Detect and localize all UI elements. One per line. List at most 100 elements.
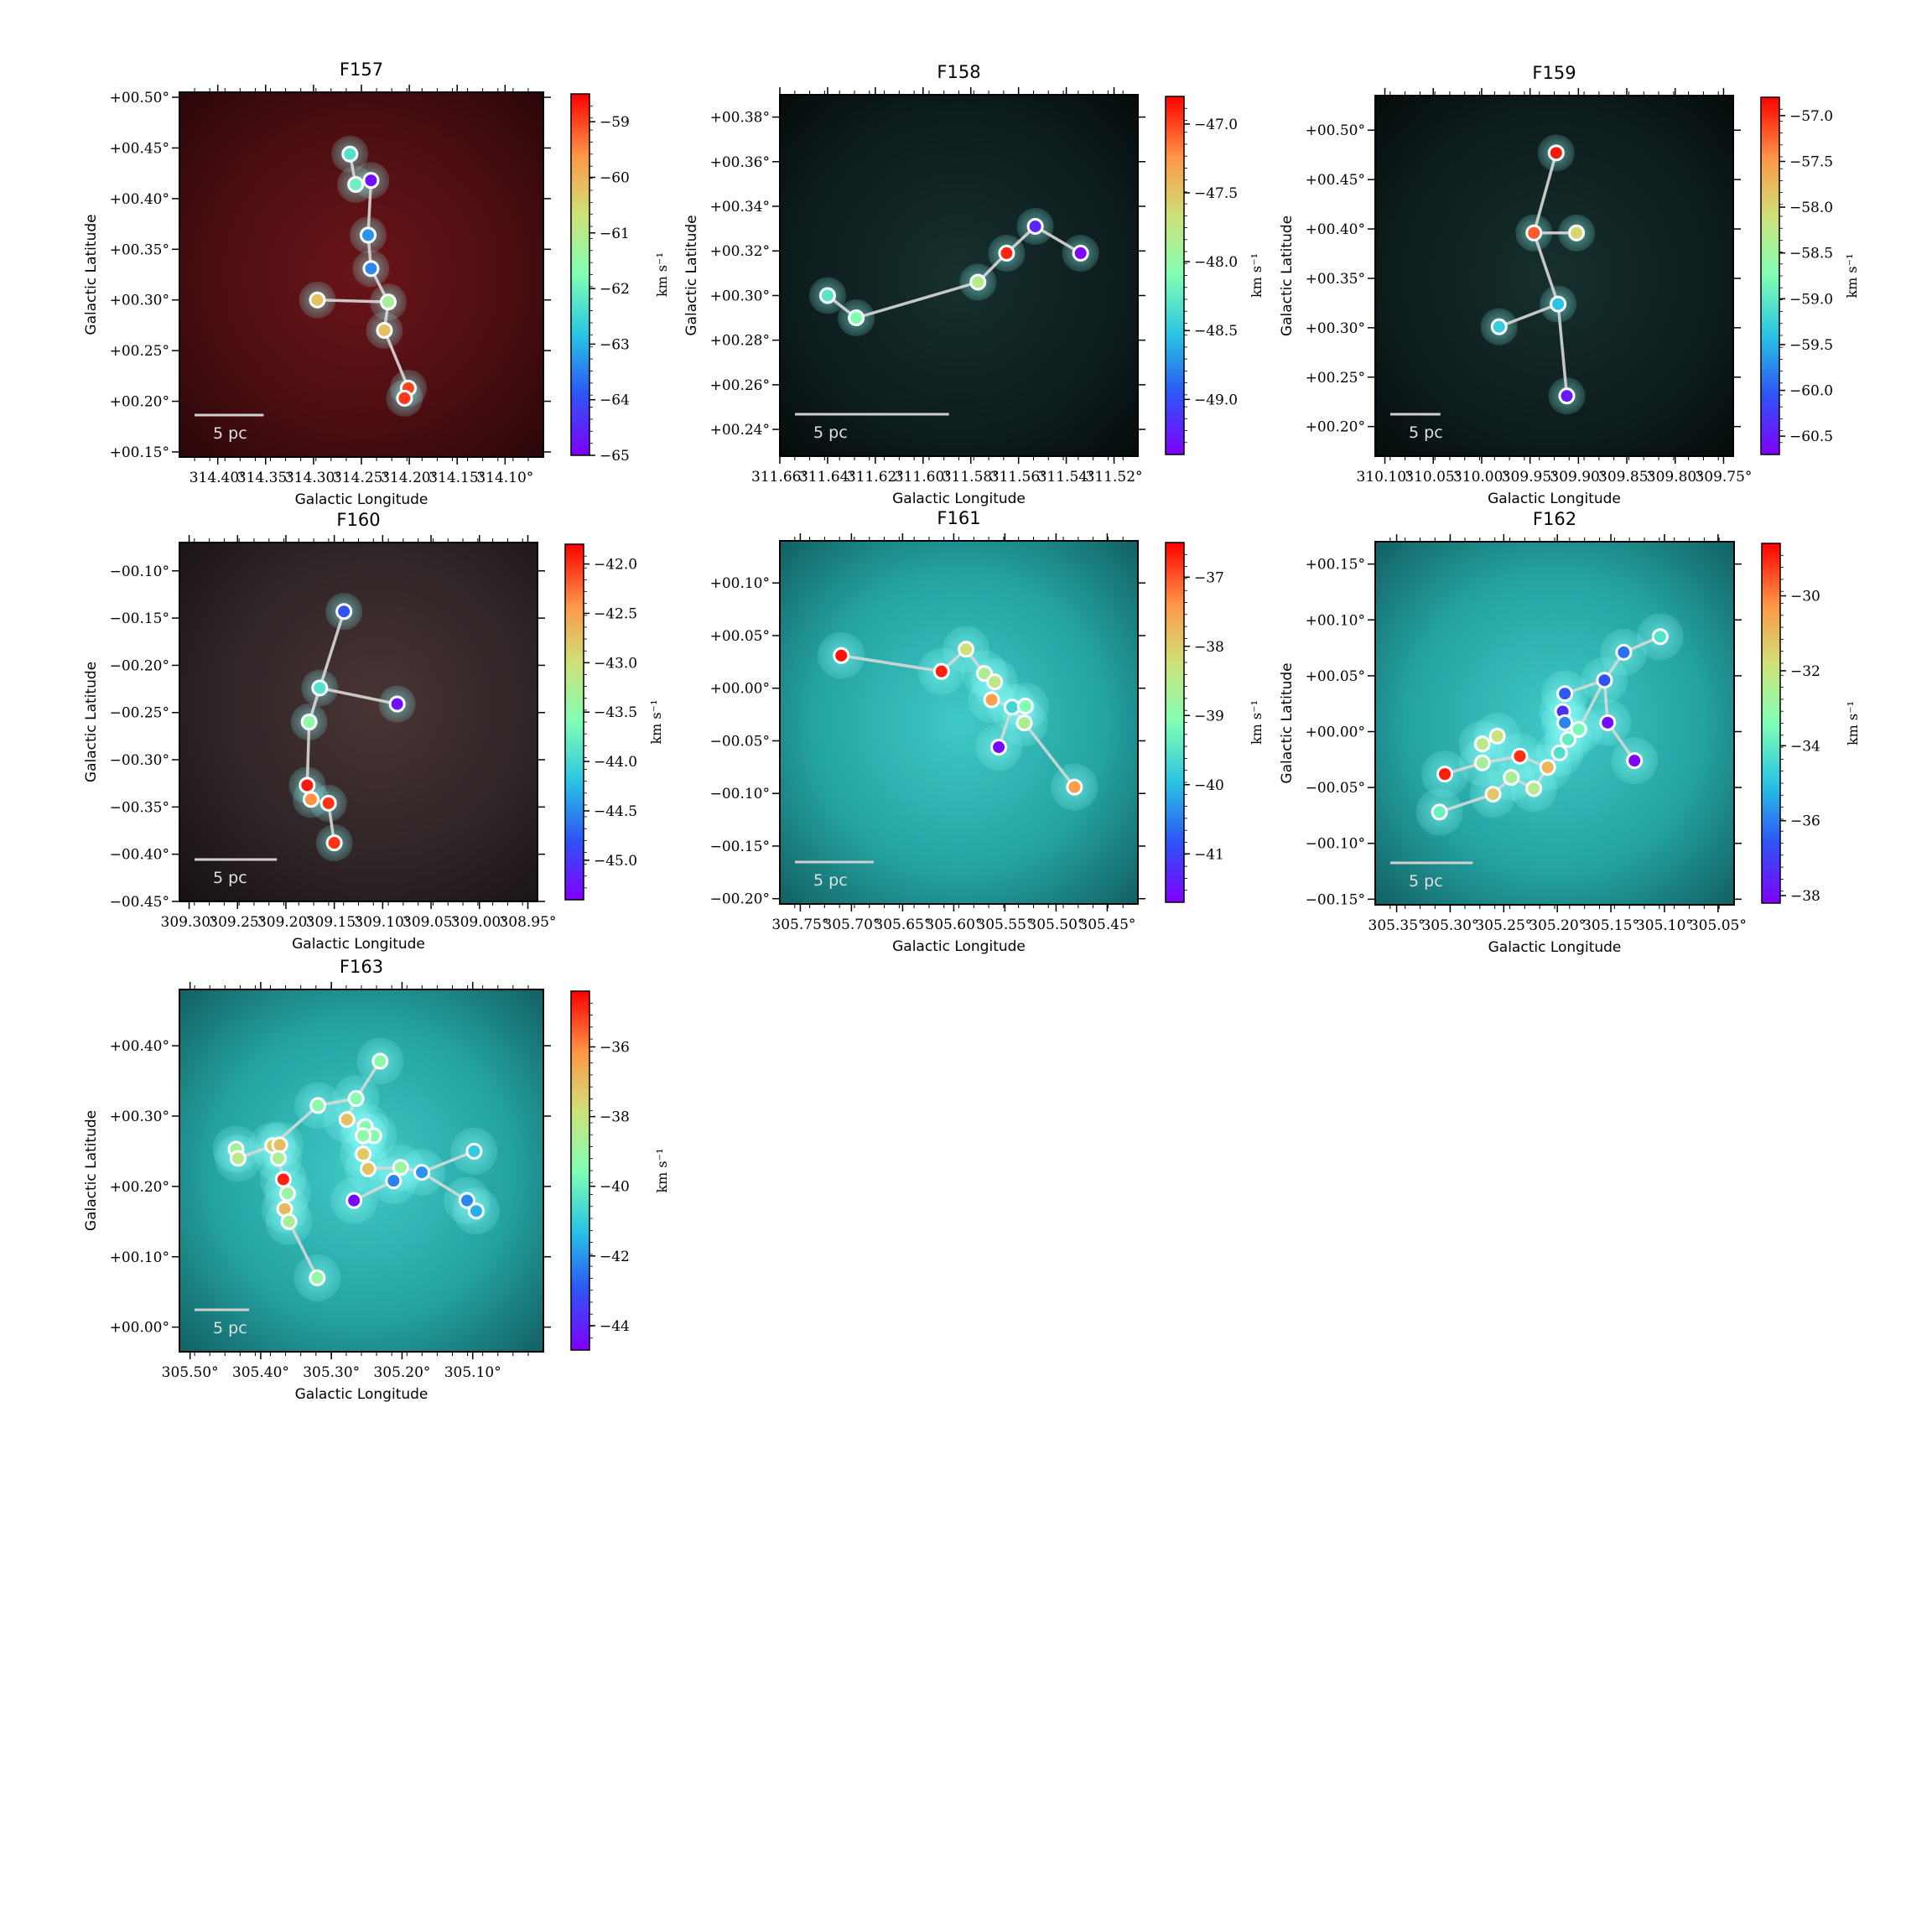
scale-bar-label: 5 pc xyxy=(213,424,247,443)
node-point xyxy=(1570,720,1587,738)
x-tick-label: 309.95° xyxy=(1502,469,1559,486)
colorbar xyxy=(1165,96,1185,455)
scale-bar-label: 5 pc xyxy=(213,869,247,887)
y-tick-label: +00.15° xyxy=(110,444,169,461)
x-tick-label: 309.90° xyxy=(1550,469,1607,486)
colorbar xyxy=(564,543,584,901)
node-point xyxy=(338,1111,356,1129)
node-point xyxy=(309,1269,326,1286)
y-tick-label: −00.05° xyxy=(1306,780,1365,797)
y-tick-label: +00.40° xyxy=(1306,221,1365,238)
y-tick-label: +00.50° xyxy=(110,90,169,106)
filament-edge xyxy=(1556,304,1569,397)
colorbar-tick-label: −65 xyxy=(600,448,630,465)
colorbar-tick-label: −42.0 xyxy=(594,557,637,574)
y-tick-label: +00.32° xyxy=(710,243,770,260)
panel-title: F160 xyxy=(336,510,380,530)
x-tick-label: 311.64° xyxy=(799,469,856,486)
x-tick-label: 314.15° xyxy=(428,470,486,486)
sky-image xyxy=(1375,96,1733,456)
y-tick-label: −00.25° xyxy=(110,705,169,722)
filament-edge xyxy=(855,280,979,319)
x-tick-label: 311.54° xyxy=(1038,469,1095,486)
node-point xyxy=(319,794,337,812)
y-tick-label: −00.30° xyxy=(110,752,169,769)
colorbar-tick-label: −44.5 xyxy=(594,803,637,820)
colorbar-tick-label: −59.0 xyxy=(1789,291,1833,308)
colorbar-tick-label: −41 xyxy=(1194,846,1224,863)
panel-f158: 311.66°311.64°311.62°311.60°311.58°311.5… xyxy=(683,62,1265,507)
colorbar-tick-label: −49.0 xyxy=(1194,392,1238,408)
node-point xyxy=(359,226,377,244)
x-tick-label: 305.15° xyxy=(1582,917,1639,934)
node-point xyxy=(1651,628,1669,646)
colorbar-tick-label: −60.5 xyxy=(1789,428,1833,445)
node-point xyxy=(385,1172,402,1190)
node-point xyxy=(1015,714,1033,732)
filament-edge xyxy=(1532,152,1558,234)
x-tick-label: 305.20° xyxy=(373,1364,430,1381)
y-tick-label: +00.05° xyxy=(1306,668,1365,685)
filament-edge xyxy=(1532,232,1560,305)
colorbar-unit-label: km s⁻¹ xyxy=(648,699,664,744)
x-tick-label: 305.60° xyxy=(925,917,982,933)
colorbar-tick-label: −59.5 xyxy=(1789,337,1833,354)
colorbar-tick-label: −63 xyxy=(600,336,630,353)
colorbar-tick-label: −42.5 xyxy=(594,605,637,622)
x-tick-label: 309.20° xyxy=(257,914,314,931)
x-tick-label: 305.75° xyxy=(771,917,828,933)
scale-bar-label: 5 pc xyxy=(1409,423,1443,442)
y-tick-label: +00.24° xyxy=(710,422,770,439)
x-tick-label: 309.00° xyxy=(451,914,508,931)
filament-edge xyxy=(840,654,943,673)
x-tick-label: 305.10° xyxy=(444,1364,501,1381)
node-point xyxy=(983,691,1000,709)
node-point xyxy=(1473,735,1491,753)
x-tick-label: 310.10° xyxy=(1357,469,1414,486)
node-point xyxy=(355,1145,372,1163)
colorbar-tick-label: −59 xyxy=(600,114,630,131)
y-tick-label: −00.10° xyxy=(710,786,770,802)
node-point xyxy=(300,714,318,730)
y-axis-label: Galactic Latitude xyxy=(83,214,100,335)
node-point xyxy=(392,1159,409,1176)
node-point xyxy=(309,291,326,309)
node-point xyxy=(1550,744,1568,761)
x-tick-label: 314.40° xyxy=(190,470,247,486)
x-axis-label: Galactic Longitude xyxy=(1488,491,1621,507)
x-axis-label: Galactic Longitude xyxy=(295,1386,428,1403)
node-point xyxy=(302,791,319,808)
colorbar-tick-label: −47.0 xyxy=(1194,117,1238,133)
colorbar-tick-label: −43.5 xyxy=(594,704,637,721)
colorbar-tick-label: −58.0 xyxy=(1789,200,1833,216)
y-tick-label: +00.40° xyxy=(110,1038,169,1055)
node-point xyxy=(1488,727,1506,745)
y-tick-label: +00.30° xyxy=(110,293,169,309)
panel-title: F162 xyxy=(1533,509,1576,529)
node-point xyxy=(969,273,987,291)
x-tick-label: 305.35° xyxy=(1368,917,1426,934)
sky-image xyxy=(780,95,1138,456)
y-tick-label: −00.10° xyxy=(110,564,169,580)
filament-edge xyxy=(421,1171,468,1202)
node-point xyxy=(396,389,413,407)
y-tick-label: +00.30° xyxy=(710,288,770,304)
panel-title: F163 xyxy=(340,957,383,977)
x-axis-label: Galactic Longitude xyxy=(292,936,425,953)
y-tick-label: −00.35° xyxy=(110,799,169,816)
x-tick-label: 309.80° xyxy=(1647,469,1704,486)
x-tick-label: 309.25° xyxy=(209,914,266,931)
node-point xyxy=(1556,714,1574,731)
x-tick-label: 311.60° xyxy=(895,469,952,486)
node-point xyxy=(1525,780,1543,797)
filament-edge xyxy=(1034,225,1082,255)
y-tick-label: +00.45° xyxy=(1306,172,1365,189)
y-tick-label: +00.34° xyxy=(710,199,770,216)
y-tick-label: +00.38° xyxy=(710,110,770,127)
y-tick-label: +00.00° xyxy=(710,681,770,698)
node-point xyxy=(388,695,406,713)
x-tick-label: 309.10° xyxy=(354,914,411,931)
node-point xyxy=(1072,244,1089,262)
node-point xyxy=(376,321,393,339)
